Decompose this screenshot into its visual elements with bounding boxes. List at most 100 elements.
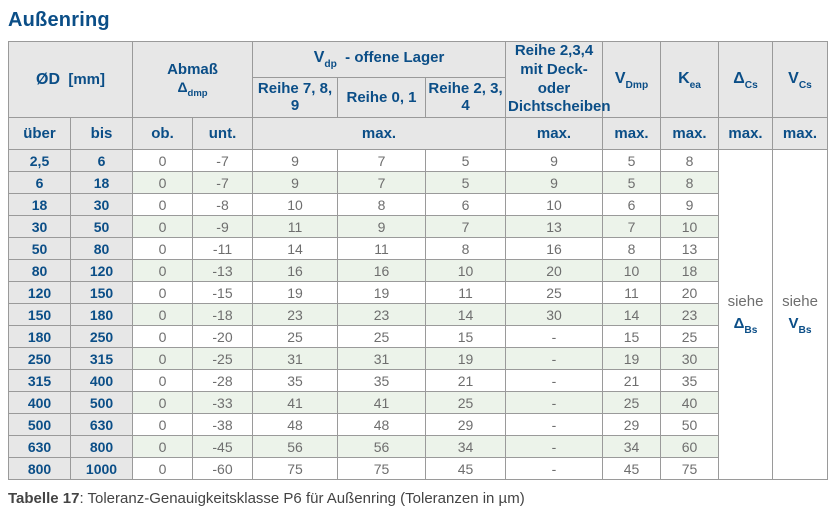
cell-ob: 0 — [132, 171, 194, 194]
cell-unt: -38 — [192, 413, 254, 436]
table-row: 120 150 0 -15 19 19 11 25 11 20 — [8, 281, 828, 304]
cell-deck: - — [505, 435, 604, 458]
cell-r01: 31 — [337, 347, 427, 370]
cell-unt: -13 — [192, 259, 254, 282]
cell-bis: 400 — [69, 369, 134, 392]
cell-vdmp: 21 — [602, 369, 662, 392]
table-row: 500 630 0 -38 48 48 29-29 50 — [8, 413, 828, 436]
cell-r01: 25 — [337, 325, 427, 348]
cell-r234: 21 — [425, 369, 507, 392]
cell-unt: -15 — [192, 281, 254, 304]
see-delta-bs-cell: siehe ΔBs — [718, 149, 774, 480]
cell-r01: 48 — [337, 413, 427, 436]
cell-kea: 10 — [660, 215, 720, 238]
cell-deck: 25 — [505, 281, 604, 304]
cell-unt: -18 — [192, 303, 254, 326]
cell-r789: 9 — [252, 171, 339, 194]
cell-r01: 75 — [337, 457, 427, 480]
col-header-ueber: über — [8, 117, 71, 150]
col-header-delta-cs: ΔCs — [718, 41, 774, 118]
cell-ob: 0 — [132, 259, 194, 282]
cell-vdmp: 8 — [602, 237, 662, 260]
table-row: 630 800 0 -45 56 56 34-34 60 — [8, 435, 828, 458]
cell-r789: 14 — [252, 237, 339, 260]
cell-r01: 41 — [337, 391, 427, 414]
cell-bis: 500 — [69, 391, 134, 414]
cell-vdmp: 34 — [602, 435, 662, 458]
cell-deck: 20 — [505, 259, 604, 282]
col-header-abmass: Abmaß Δdmp — [132, 41, 254, 118]
cell-vdmp: 6 — [602, 193, 662, 216]
col-header-ob: ob. — [132, 117, 194, 150]
cell-r789: 16 — [252, 259, 339, 282]
cell-kea: 30 — [660, 347, 720, 370]
cell-vdmp: 14 — [602, 303, 662, 326]
cell-ueber: 18 — [8, 193, 71, 216]
cell-r789: 25 — [252, 325, 339, 348]
cell-ueber: 2,5 — [8, 149, 71, 172]
cell-ueber: 120 — [8, 281, 71, 304]
cell-deck: - — [505, 347, 604, 370]
cell-bis: 630 — [69, 413, 134, 436]
col-header-vdp-group: Vdp - offene Lager — [252, 41, 507, 78]
abmass-symbol: Δdmp — [177, 78, 208, 100]
cell-vdmp: 5 — [602, 149, 662, 172]
col-header-reihe-789: Reihe 7, 8, 9 — [252, 76, 339, 119]
cell-bis: 120 — [69, 259, 134, 282]
cell-r789: 11 — [252, 215, 339, 238]
cell-unt: -9 — [192, 215, 254, 238]
table-caption: Tabelle 17: Toleranz-Genauigkeitsklasse … — [8, 490, 827, 507]
cell-r234: 11 — [425, 281, 507, 304]
cell-vdmp: 25 — [602, 391, 662, 414]
cell-ueber: 150 — [8, 303, 71, 326]
see-v-bs-cell: siehe VBs — [772, 149, 829, 480]
cell-bis: 150 — [69, 281, 134, 304]
cell-r789: 75 — [252, 457, 339, 480]
table-row: 2,5 6 0 -7 9 7 5 9 5 8 siehe ΔBs siehe VBs — [8, 149, 829, 480]
col-header-reihe-234: Reihe 2, 3, 4 — [425, 76, 507, 119]
cell-bis: 1000 — [69, 457, 134, 480]
cell-r234: 10 — [425, 259, 507, 282]
table-row: 250 315 0 -25 31 31 19-19 30 — [8, 347, 828, 370]
col-header-max-kea: max. — [660, 117, 720, 150]
col-header-unt: unt. — [192, 117, 254, 150]
cell-vdmp: 29 — [602, 413, 662, 436]
cell-r234: 14 — [425, 303, 507, 326]
cell-vdmp: 45 — [602, 457, 662, 480]
cell-kea: 8 — [660, 171, 720, 194]
cell-r01: 23 — [337, 303, 427, 326]
cell-unt: -8 — [192, 193, 254, 216]
col-header-reihe-01: Reihe 0, 1 — [337, 76, 427, 119]
cell-deck: 16 — [505, 237, 604, 260]
cell-kea: 23 — [660, 303, 720, 326]
cell-r789: 19 — [252, 281, 339, 304]
col-header-v-cs: VCs — [772, 41, 829, 118]
cell-kea: 60 — [660, 435, 720, 458]
cell-r789: 41 — [252, 391, 339, 414]
cell-ob: 0 — [132, 193, 194, 216]
cell-vdmp: 5 — [602, 171, 662, 194]
cell-deck: 13 — [505, 215, 604, 238]
col-header-max-vdp: max. — [252, 117, 507, 150]
cell-kea: 13 — [660, 237, 720, 260]
cell-r789: 9 — [252, 149, 339, 172]
cell-ueber: 180 — [8, 325, 71, 348]
cell-kea: 50 — [660, 413, 720, 436]
cell-ob: 0 — [132, 347, 194, 370]
cell-kea: 20 — [660, 281, 720, 304]
cell-ueber: 800 — [8, 457, 71, 480]
cell-deck: - — [505, 369, 604, 392]
col-header-bis: bis — [69, 117, 134, 150]
cell-r789: 48 — [252, 413, 339, 436]
cell-r01: 16 — [337, 259, 427, 282]
cell-r234: 7 — [425, 215, 507, 238]
cell-ob: 0 — [132, 237, 194, 260]
cell-bis: 30 — [69, 193, 134, 216]
cell-r234: 8 — [425, 237, 507, 260]
cell-r789: 23 — [252, 303, 339, 326]
cell-ueber: 400 — [8, 391, 71, 414]
cell-ueber: 315 — [8, 369, 71, 392]
cell-deck: 9 — [505, 171, 604, 194]
cell-r234: 5 — [425, 171, 507, 194]
cell-r01: 8 — [337, 193, 427, 216]
